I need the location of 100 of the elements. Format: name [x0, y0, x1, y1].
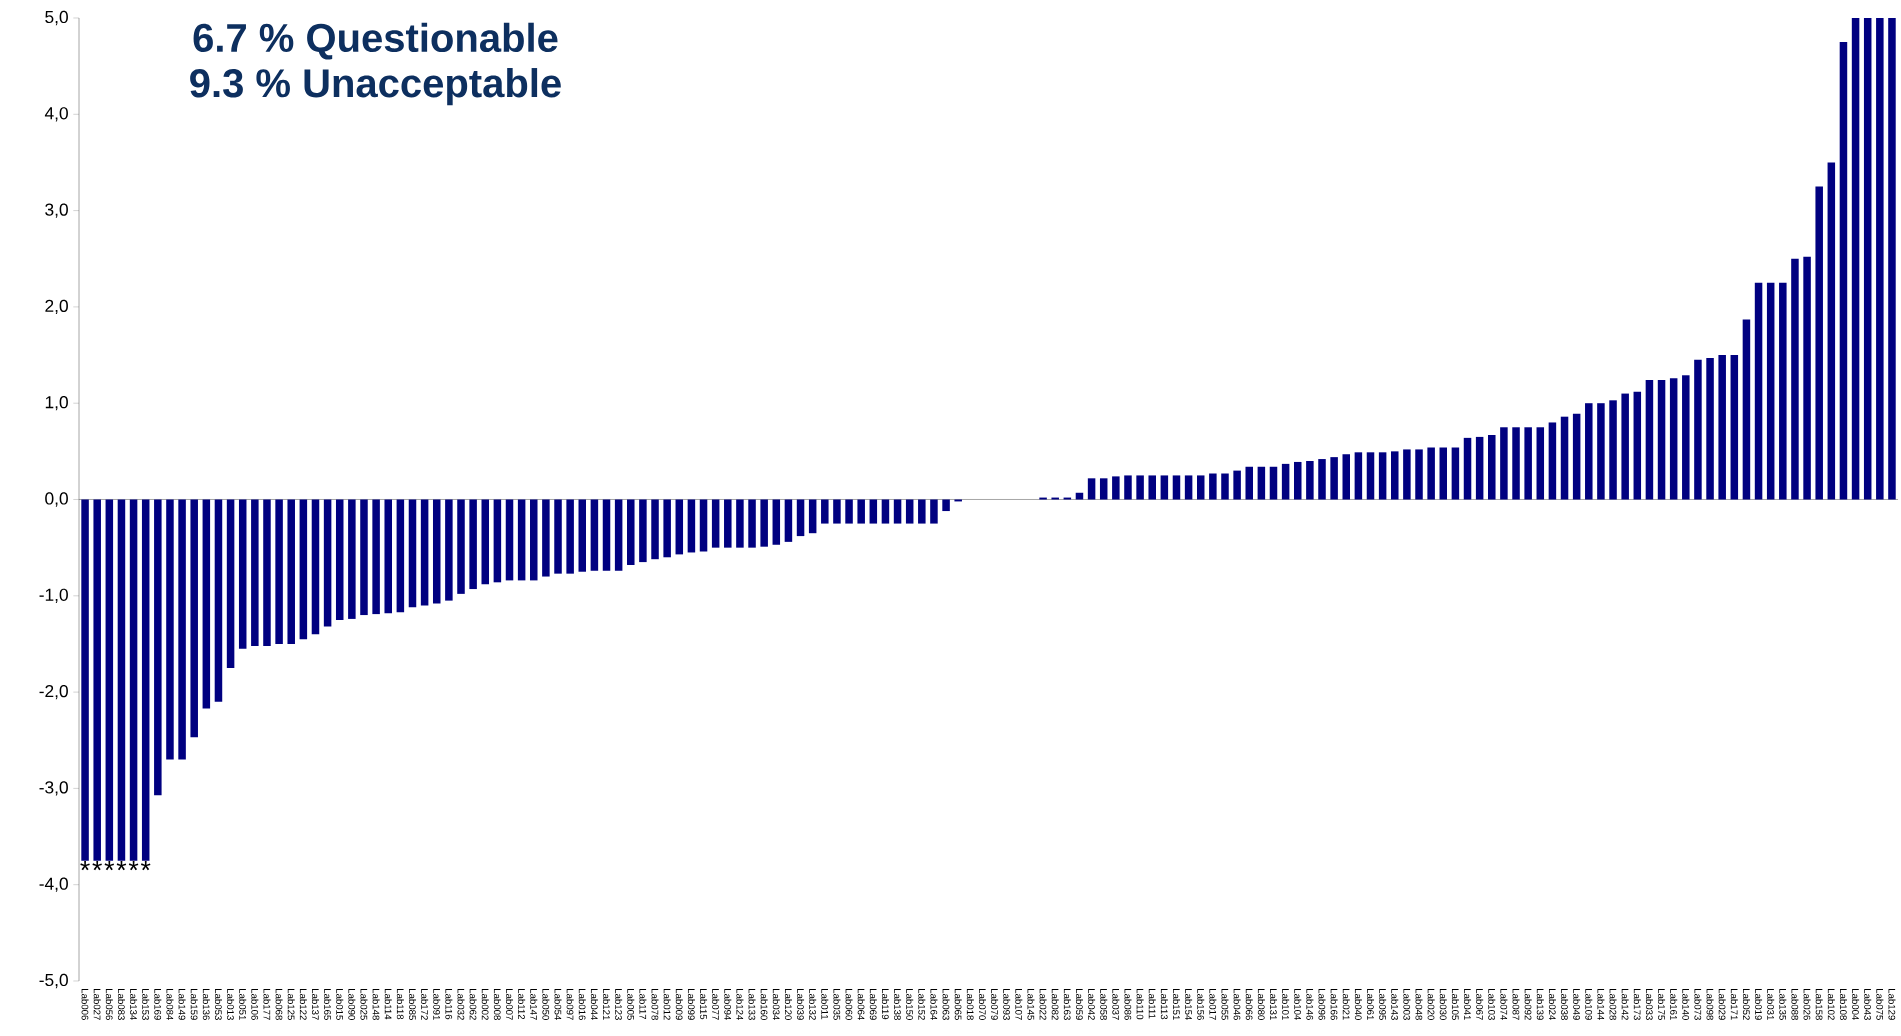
- bar: [505, 499, 514, 581]
- bar: [1500, 427, 1508, 500]
- bar: [1851, 18, 1860, 500]
- bar: [396, 499, 405, 613]
- bar: [1706, 357, 1714, 500]
- annotation: *: [140, 860, 151, 871]
- annotation: *: [80, 860, 90, 871]
- bar: [445, 499, 453, 601]
- bar: [663, 499, 671, 558]
- bar: [202, 499, 211, 709]
- bar: [1451, 447, 1460, 500]
- bar: [796, 499, 805, 537]
- x-tick-label: Lab039: [797, 989, 805, 1020]
- bar: [1827, 162, 1836, 500]
- bar: [711, 499, 720, 548]
- x-tick-label: Lab028: [1609, 989, 1617, 1020]
- x-tick-label: Lab044: [590, 989, 598, 1021]
- x-tick-label: Lab166: [1330, 989, 1338, 1020]
- x-tick-label: Lab026: [1803, 989, 1811, 1020]
- annotation: *: [128, 860, 139, 871]
- x-tick-label: Lab142: [1621, 989, 1629, 1020]
- bar: [408, 499, 417, 608]
- bar: [736, 499, 744, 548]
- x-tick-label: Lab108: [1839, 989, 1847, 1020]
- x-tick-label: Lab052: [1742, 989, 1750, 1020]
- x-tick-label: Lab146: [1306, 989, 1314, 1020]
- x-tick-label: Lab068: [275, 989, 283, 1020]
- x-tick-label: Lab066: [1245, 989, 1253, 1020]
- x-tick-label: Lab088: [1791, 989, 1799, 1020]
- x-tick-label: Lab048: [1415, 989, 1423, 1020]
- x-tick-label: Lab161: [1670, 989, 1678, 1020]
- bar: [566, 499, 574, 574]
- bar: [1172, 475, 1181, 500]
- x-tick-label: Lab096: [1318, 989, 1326, 1020]
- bar: [627, 499, 635, 565]
- bar: [81, 499, 89, 861]
- bar: [1669, 378, 1678, 500]
- bar: [639, 499, 647, 563]
- y-tick-label: -2,0: [39, 684, 68, 700]
- bar: [602, 499, 611, 571]
- x-tick-label: Lab115: [700, 989, 708, 1020]
- x-tick-label: Lab013: [227, 989, 235, 1020]
- bar: [530, 499, 538, 581]
- bar: [1791, 258, 1799, 500]
- x-tick-label: Lab116: [445, 989, 453, 1020]
- x-tick-label: Lab112: [518, 989, 526, 1020]
- x-tick-label: Lab109: [1585, 989, 1593, 1020]
- y-tick-label: 1,0: [45, 396, 68, 411]
- y-tick-label: -3,0: [39, 781, 68, 796]
- bar: [1524, 427, 1532, 500]
- x-tick-label: Lab059: [1075, 989, 1083, 1020]
- bar: [590, 499, 599, 571]
- y-tick-label: 4,0: [44, 107, 68, 122]
- bar: [808, 499, 817, 534]
- x-tick-label: Lab061: [1366, 989, 1375, 1020]
- bar: [845, 499, 853, 524]
- y-tick-label: -1,0: [39, 588, 68, 603]
- x-tick-label: Lab040: [1354, 989, 1362, 1020]
- x-tick-label: Lab002: [481, 989, 489, 1020]
- x-tick-label: Lab053: [214, 989, 222, 1020]
- bar: [129, 499, 138, 861]
- bar: [311, 499, 320, 635]
- bar: [348, 499, 356, 619]
- bar: [1378, 452, 1387, 500]
- bar: [918, 499, 926, 524]
- x-tick-label: Lab113: [1160, 989, 1168, 1020]
- x-tick-label: Lab062: [469, 989, 477, 1020]
- bar: [117, 499, 126, 861]
- x-tick-label: Lab124: [736, 989, 744, 1021]
- bar: [360, 499, 368, 616]
- x-tick-label: Lab140: [1682, 989, 1690, 1020]
- bar: [1427, 447, 1435, 500]
- x-tick-label: Lab134: [130, 989, 138, 1021]
- x-tick-label: Lab009: [675, 989, 683, 1020]
- bar: [1196, 475, 1205, 500]
- x-tick-label: Lab107: [1015, 989, 1023, 1020]
- x-tick-label: Lab111: [1148, 989, 1156, 1019]
- x-tick-label: Lab070: [978, 989, 986, 1020]
- bar: [760, 499, 768, 547]
- x-tick-label: Lab012: [663, 989, 671, 1020]
- x-tick-label: Lab102: [1827, 989, 1835, 1020]
- x-tick-label: Lab177: [263, 989, 271, 1020]
- bar: [554, 499, 562, 574]
- bar: [299, 499, 308, 640]
- bar: [1391, 451, 1399, 500]
- bar: [1209, 473, 1217, 500]
- x-tick-label: Lab049: [1573, 989, 1581, 1020]
- x-tick-label: Lab027: [93, 989, 101, 1020]
- bar: [1803, 256, 1811, 500]
- bar: [1306, 460, 1314, 500]
- bar: [384, 499, 392, 614]
- x-tick-label: Lab098: [1706, 989, 1714, 1020]
- x-tick-label: Lab003: [1403, 989, 1411, 1020]
- bar: [263, 499, 271, 646]
- bar: [1657, 380, 1666, 500]
- x-tick-label: Lab094: [724, 989, 732, 1021]
- bar: [1463, 437, 1472, 500]
- x-tick-label: Lab006: [81, 989, 89, 1020]
- x-tick-label: Lab038: [1561, 989, 1569, 1020]
- bar: [869, 499, 878, 524]
